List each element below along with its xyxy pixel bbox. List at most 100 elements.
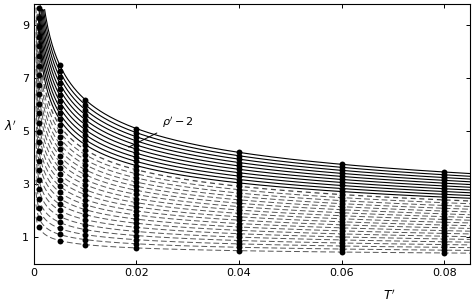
Point bbox=[56, 238, 64, 243]
Point bbox=[35, 92, 43, 96]
Point bbox=[440, 239, 448, 244]
Point bbox=[35, 63, 43, 68]
Point bbox=[56, 86, 64, 91]
Point bbox=[338, 204, 346, 209]
Point bbox=[56, 92, 64, 97]
Point bbox=[235, 184, 243, 189]
Point bbox=[82, 217, 89, 222]
Point bbox=[133, 184, 140, 188]
Point bbox=[56, 99, 64, 103]
Point bbox=[35, 120, 43, 125]
Point bbox=[338, 192, 346, 197]
Point bbox=[440, 200, 448, 205]
Point bbox=[235, 181, 243, 185]
Point bbox=[338, 247, 346, 252]
Point bbox=[338, 225, 346, 230]
Point bbox=[440, 184, 448, 188]
Point bbox=[133, 217, 140, 221]
Point bbox=[235, 208, 243, 213]
Point bbox=[440, 220, 448, 225]
Point bbox=[235, 201, 243, 206]
Point bbox=[35, 187, 43, 192]
Point bbox=[82, 97, 89, 102]
Point bbox=[338, 180, 346, 185]
Point bbox=[338, 177, 346, 182]
Point bbox=[56, 178, 64, 182]
Point bbox=[82, 182, 89, 187]
Point bbox=[56, 153, 64, 158]
Point bbox=[235, 248, 243, 253]
Point bbox=[235, 242, 243, 246]
Point bbox=[133, 175, 140, 180]
Point bbox=[235, 197, 243, 202]
Point bbox=[56, 214, 64, 219]
Point bbox=[56, 68, 64, 73]
Point bbox=[56, 208, 64, 213]
Point bbox=[440, 234, 448, 239]
Point bbox=[35, 82, 43, 87]
Point bbox=[35, 130, 43, 135]
Point bbox=[56, 141, 64, 146]
Point bbox=[338, 219, 346, 224]
Point bbox=[338, 165, 346, 170]
Point bbox=[82, 142, 89, 147]
Point bbox=[235, 174, 243, 178]
Point bbox=[56, 129, 64, 134]
Point bbox=[235, 167, 243, 172]
Point bbox=[82, 237, 89, 242]
Point bbox=[440, 217, 448, 222]
Point bbox=[133, 126, 140, 131]
Point bbox=[235, 150, 243, 155]
Point bbox=[440, 172, 448, 177]
Point bbox=[133, 204, 140, 209]
Point bbox=[35, 34, 43, 39]
Point bbox=[235, 218, 243, 223]
Point bbox=[133, 167, 140, 172]
Point bbox=[35, 158, 43, 163]
Point bbox=[56, 226, 64, 231]
Point bbox=[35, 196, 43, 201]
Point bbox=[440, 242, 448, 247]
Point bbox=[235, 221, 243, 226]
Point bbox=[35, 6, 43, 11]
Point bbox=[338, 195, 346, 200]
Point bbox=[56, 202, 64, 206]
Point bbox=[235, 187, 243, 192]
Point bbox=[56, 117, 64, 122]
Point bbox=[56, 159, 64, 164]
Point bbox=[133, 147, 140, 152]
Point bbox=[82, 202, 89, 207]
Point bbox=[133, 192, 140, 197]
Point bbox=[35, 139, 43, 144]
Point bbox=[235, 170, 243, 175]
Point bbox=[82, 192, 89, 197]
Point bbox=[56, 74, 64, 79]
Point bbox=[82, 187, 89, 192]
Point bbox=[133, 188, 140, 193]
Point bbox=[133, 130, 140, 135]
Point bbox=[440, 189, 448, 194]
Point bbox=[133, 163, 140, 168]
Point bbox=[235, 231, 243, 236]
Point bbox=[133, 229, 140, 234]
Point bbox=[56, 184, 64, 188]
Point bbox=[56, 147, 64, 152]
Point bbox=[440, 225, 448, 230]
Point bbox=[82, 232, 89, 237]
Point bbox=[133, 143, 140, 148]
Point bbox=[338, 228, 346, 233]
Point bbox=[440, 197, 448, 202]
Point bbox=[82, 102, 89, 107]
Point bbox=[56, 80, 64, 85]
Point bbox=[35, 73, 43, 77]
Point bbox=[82, 117, 89, 122]
Point bbox=[82, 107, 89, 112]
Point bbox=[35, 16, 43, 20]
Point bbox=[338, 183, 346, 188]
Point bbox=[56, 165, 64, 170]
Point bbox=[35, 206, 43, 211]
Point bbox=[82, 127, 89, 132]
Point bbox=[235, 245, 243, 250]
Point bbox=[82, 177, 89, 182]
Point bbox=[56, 111, 64, 116]
